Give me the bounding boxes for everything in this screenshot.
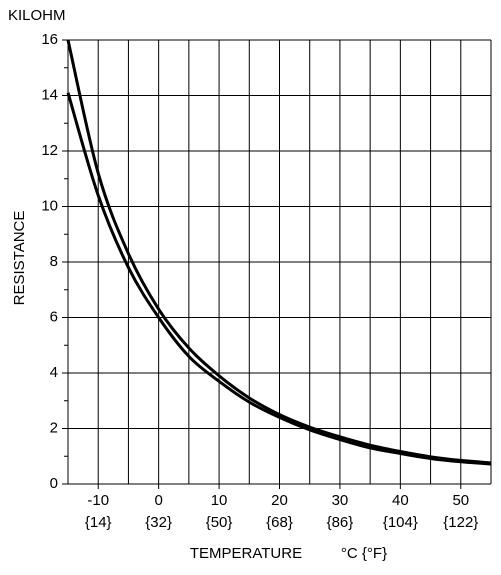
x-tick-label-f: {86} — [327, 514, 354, 531]
y-tick-label: 14 — [41, 86, 58, 103]
y-tick-label: 10 — [41, 197, 58, 214]
y-tick-label: 0 — [50, 475, 58, 492]
y-axis-label: RESISTANCE — [11, 211, 28, 306]
y-tick-label: 16 — [41, 31, 58, 48]
y-tick-label: 2 — [50, 419, 58, 436]
x-tick-label-f: {50} — [206, 514, 233, 531]
curve — [66, 39, 492, 465]
curve — [66, 92, 492, 466]
x-tick-label: 20 — [271, 492, 288, 509]
x-tick-label-f: {122} — [443, 514, 478, 531]
y-tick-label: 4 — [50, 364, 58, 381]
y-tick-label: 6 — [50, 308, 58, 325]
x-axis-unit: °C {°F} — [341, 545, 387, 562]
x-tick-label-f: {32} — [145, 514, 172, 531]
y-tick-label: 8 — [50, 253, 58, 270]
x-tick-label: 50 — [452, 492, 469, 509]
x-tick-label: -10 — [87, 492, 109, 509]
x-tick-label: 30 — [332, 492, 349, 509]
y-tick-label: 12 — [41, 142, 58, 159]
x-tick-label: 40 — [392, 492, 409, 509]
x-tick-label-f: {104} — [383, 514, 418, 531]
x-tick-label: 10 — [211, 492, 228, 509]
x-tick-label-f: {14} — [85, 514, 112, 531]
x-tick-label-f: {68} — [266, 514, 293, 531]
x-axis-label: TEMPERATURE — [190, 545, 302, 562]
x-tick-label: 0 — [154, 492, 162, 509]
y-unit: KILOHM — [8, 7, 66, 24]
